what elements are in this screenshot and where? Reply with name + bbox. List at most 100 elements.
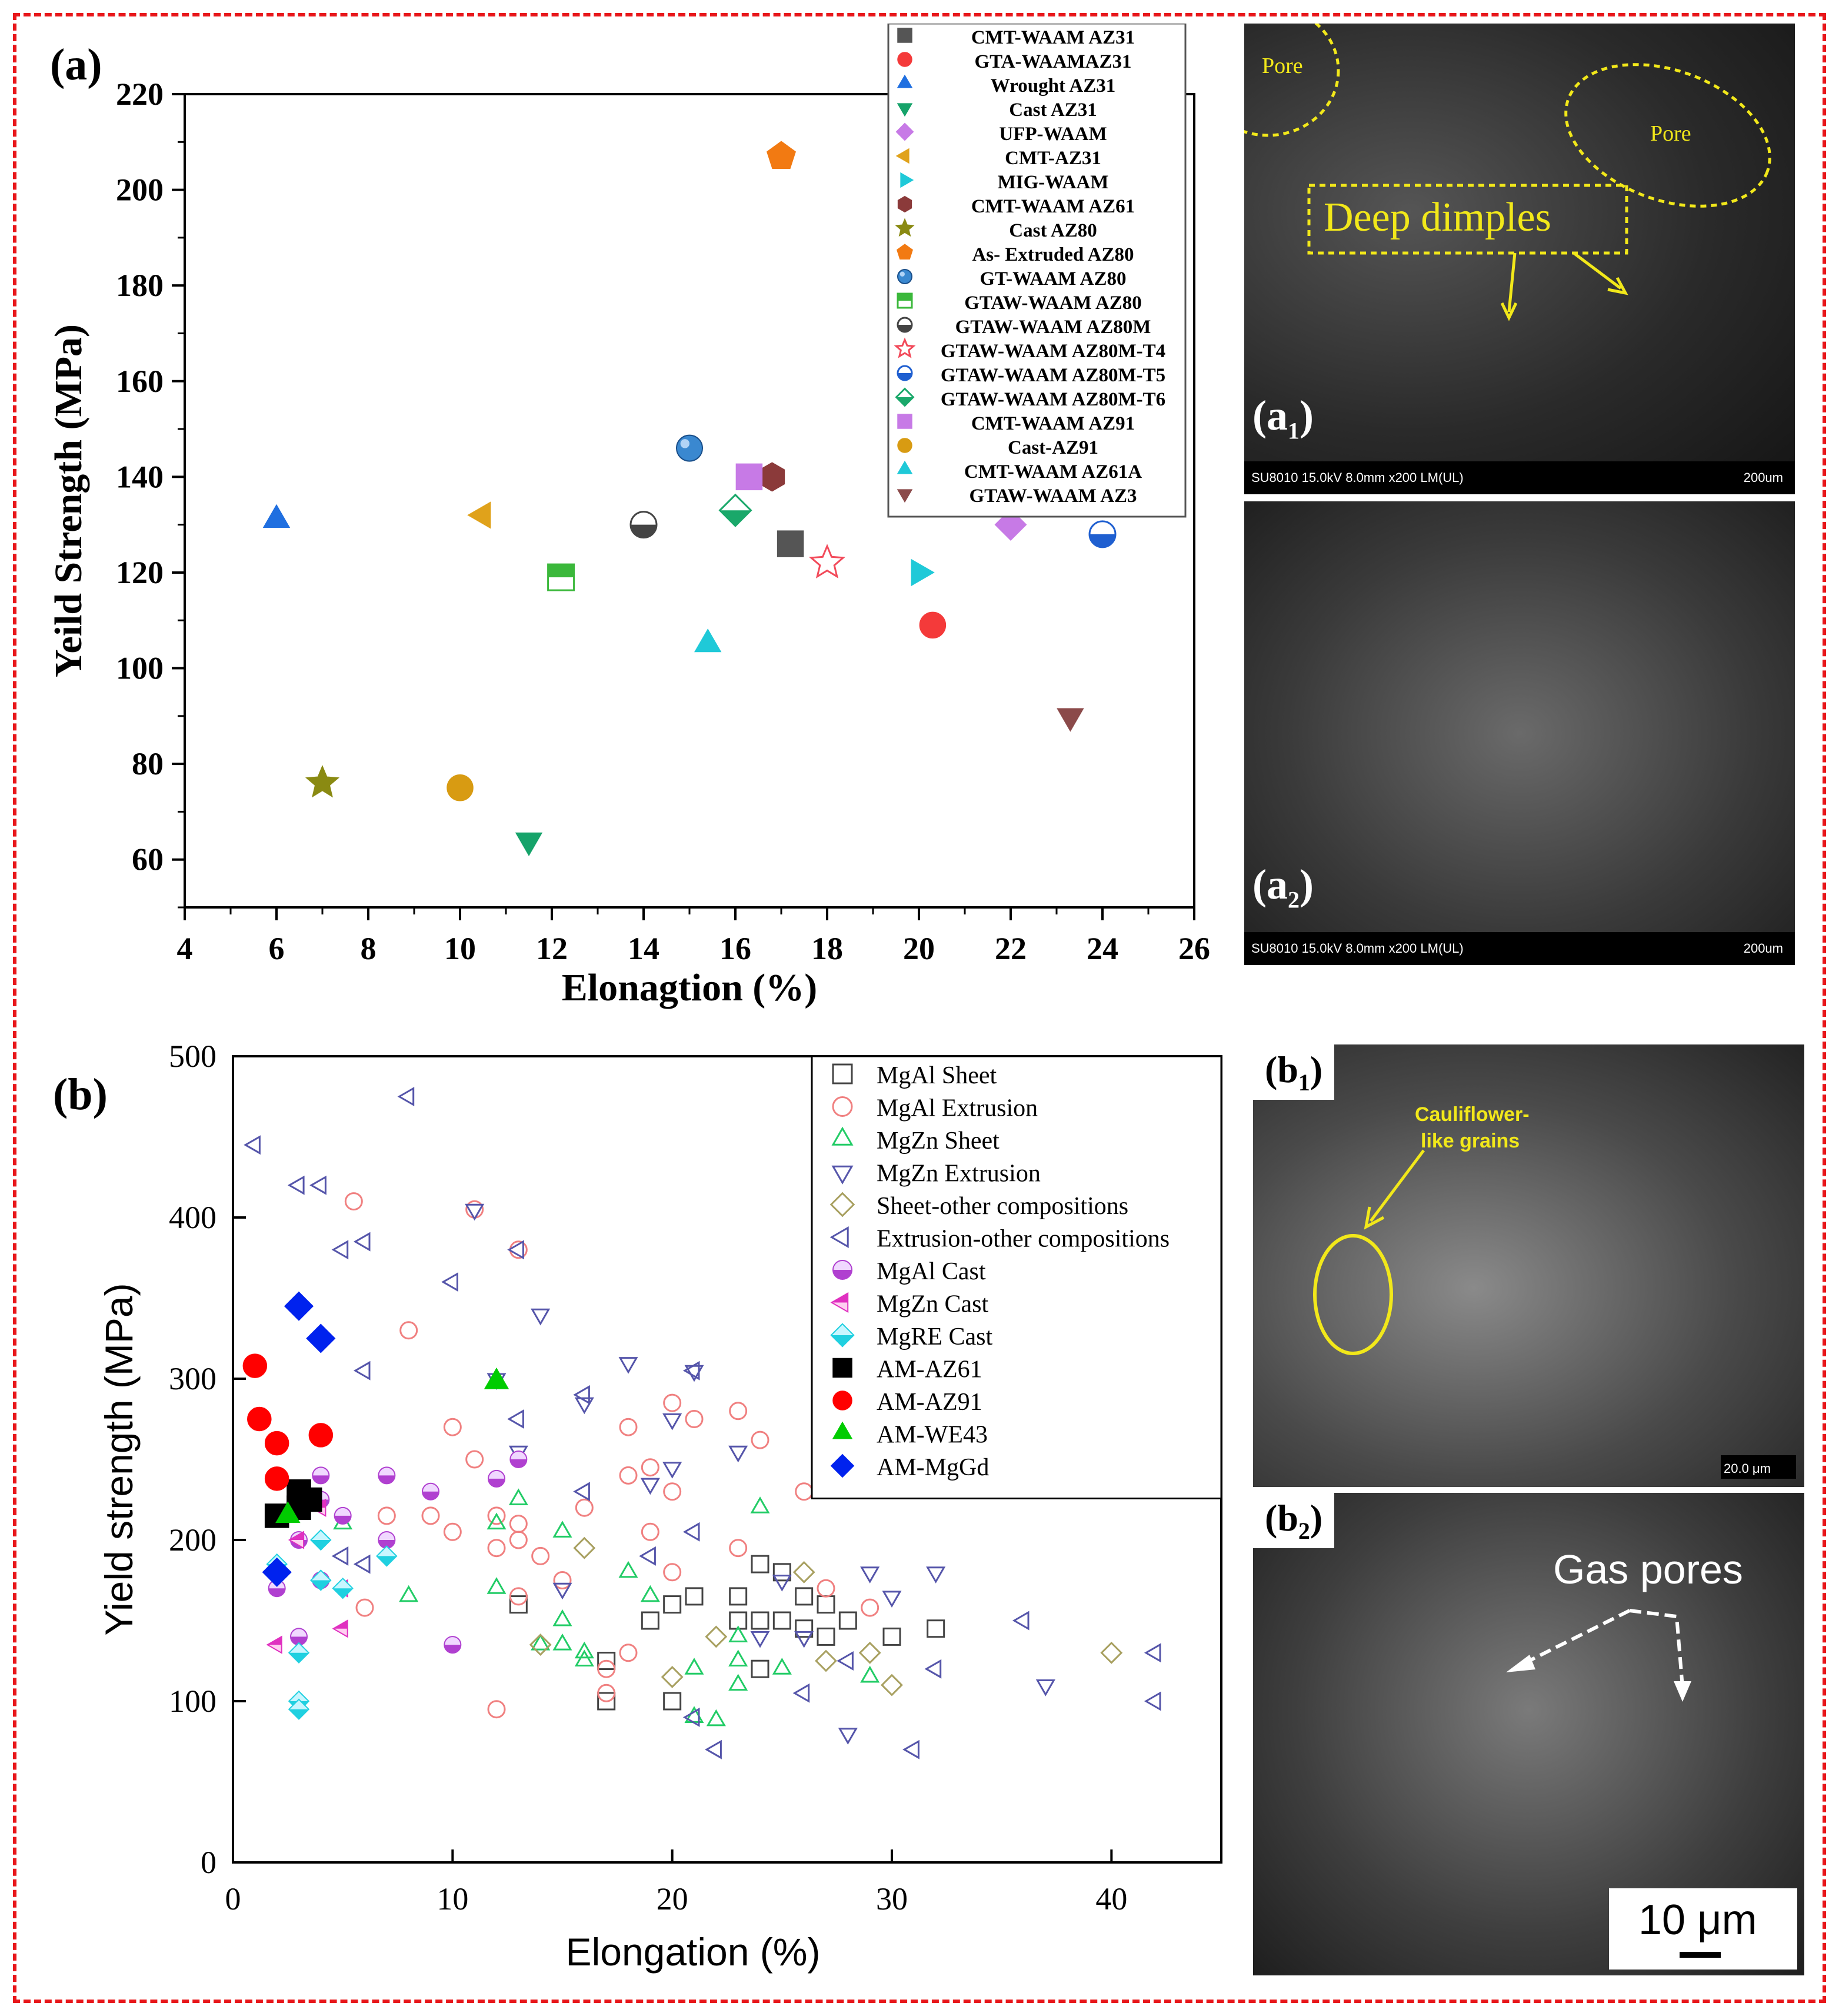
chart-b-point <box>706 1709 726 1726</box>
chart-b-points <box>242 1087 1161 1759</box>
chart-b-point <box>575 1498 594 1517</box>
chart-b-xtick-label: 10 <box>437 1881 468 1917</box>
chart-b-ylabel: Yield strength (MPa) <box>97 1283 141 1635</box>
chart-b-ytick-label: 300 <box>169 1361 216 1396</box>
chart-a-xlabel: Elonagtion (%) <box>562 966 818 1009</box>
chart-a-legend-marker <box>897 195 912 213</box>
pore-label-2: Pore <box>1650 121 1691 146</box>
chart-b-point <box>882 1591 902 1608</box>
chart-a-xtick-label: 26 <box>1178 931 1210 966</box>
chart-b-point <box>487 1577 507 1594</box>
chart-b-point <box>509 1595 528 1614</box>
chart-a-legend-label: GTAW-WAAM AZ80 <box>964 292 1142 314</box>
chart-a-xtick-label: 4 <box>177 931 193 966</box>
chart-a-legend-label: GTA-WAAMAZ31 <box>974 51 1131 72</box>
chart-a-point <box>305 765 340 798</box>
chart-b-point <box>312 1466 330 1485</box>
chart-b-point <box>573 1385 590 1405</box>
gas-pores-arrow-2 <box>1629 1609 1684 1688</box>
gas-pores-label: Gas pores <box>1553 1546 1743 1592</box>
chart-a-legend-label: GTAW-WAAM AZ3 <box>969 485 1137 507</box>
chart-a-legend-box <box>887 24 1187 518</box>
chart-a-point <box>467 501 491 529</box>
cauliflower-label-1: Cauliflower- <box>1415 1103 1530 1126</box>
chart-b-point <box>553 1571 572 1589</box>
chart-b-point <box>509 1587 528 1606</box>
chart-b-point <box>1012 1611 1030 1631</box>
chart-b-point <box>750 1496 770 1513</box>
chart-a-ylabel: Yeild Strength (MPa) <box>47 324 90 677</box>
chart-b-point <box>1144 1643 1161 1663</box>
chart-a-point <box>547 563 575 591</box>
chart-b-point <box>531 1634 551 1651</box>
chart-b-point <box>927 1619 945 1638</box>
chart-b-point <box>728 1674 748 1691</box>
chart-b-point <box>663 1563 682 1582</box>
gas-pores-arrow-head-1 <box>1506 1655 1535 1672</box>
chart-b-point <box>684 1658 704 1675</box>
chart-b-point <box>1035 1679 1055 1696</box>
chart-b-point <box>728 1445 748 1463</box>
chart-a-legend-marker <box>897 414 912 429</box>
chart-b-point <box>794 1631 814 1648</box>
chart-a-legend-label: CMT-WAAM AZ31 <box>971 27 1135 48</box>
chart-b-point <box>729 1587 748 1606</box>
sem-b2-overlay <box>1506 1609 1797 1970</box>
chart-b-point <box>306 1323 336 1353</box>
chart-b-legend-marker <box>832 1390 852 1410</box>
chart-b-point <box>266 1635 282 1654</box>
chart-b-point <box>574 1649 594 1666</box>
chart-a-ytick-label: 60 <box>132 842 164 877</box>
chart-b-point <box>597 1652 616 1670</box>
chart-b-point <box>860 1566 880 1583</box>
chart-b-point <box>817 1579 835 1598</box>
chart-b-point <box>275 1501 301 1523</box>
dimples-label: Deep dimples <box>1324 195 1551 240</box>
chart-b-point <box>331 1546 349 1566</box>
chart-b-xtick-label: 0 <box>225 1881 241 1917</box>
chart-a-legend-label: CMT-WAAM AZ61 <box>971 196 1135 217</box>
chart-b-point <box>728 1625 748 1642</box>
chart-a-xtick-label: 18 <box>811 931 843 966</box>
chart-b-legend-marker <box>832 1096 853 1117</box>
chart-b-point <box>487 1700 506 1719</box>
chart-b-point <box>815 1649 837 1672</box>
pore-outline-2 <box>1564 63 1771 208</box>
sem-panel-b2: Gas pores 10 μm (b2) <box>1253 1493 1804 1975</box>
dimples-arrow-1 <box>1507 252 1517 312</box>
gas-pores-arrow-head-2 <box>1674 1681 1691 1702</box>
chart-b-legend-label: MgZn Cast <box>877 1291 989 1318</box>
chart-b-point <box>618 1561 638 1578</box>
chart-b-ytick-label: 500 <box>169 1039 216 1074</box>
chart-b-point <box>772 1575 792 1592</box>
pore-label-1: Pore <box>1262 54 1303 78</box>
chart-b-point <box>838 1728 858 1745</box>
dimples-arrow-head-1 <box>1500 302 1518 321</box>
chart-b-xtick-label: 40 <box>1095 1881 1127 1917</box>
chart-b-point <box>422 1482 439 1501</box>
panel-a-label: (a) <box>50 40 102 89</box>
chart-b-point <box>860 1665 880 1683</box>
chart-a-legend-marker <box>897 438 912 453</box>
chart-b-point <box>662 1413 682 1431</box>
chart-b-point <box>751 1659 769 1678</box>
chart-b-point <box>792 1683 810 1703</box>
chart-b-point <box>837 1651 854 1671</box>
chart-b-legend-label: MgAl Extrusion <box>877 1095 1038 1122</box>
chart-a-point <box>767 141 796 169</box>
chart-a-point <box>1088 520 1117 548</box>
chart-b-point <box>331 1240 349 1260</box>
chart-b-point <box>641 1522 659 1541</box>
cauliflower-outline <box>1313 1234 1393 1355</box>
chart-b-legend-label: MgZn Sheet <box>877 1127 1000 1155</box>
chart-b-point <box>729 1402 748 1420</box>
chart-a-xtick-label: 24 <box>1087 931 1118 966</box>
chart-b-point <box>247 1406 272 1432</box>
chart-b-point <box>751 1555 769 1573</box>
chart-b-point <box>792 1561 815 1583</box>
chart-b-point <box>297 1487 322 1512</box>
chart-b-point <box>376 1545 398 1567</box>
chart-a-ytick-label: 80 <box>132 746 164 781</box>
chart-b-point <box>640 1585 660 1602</box>
